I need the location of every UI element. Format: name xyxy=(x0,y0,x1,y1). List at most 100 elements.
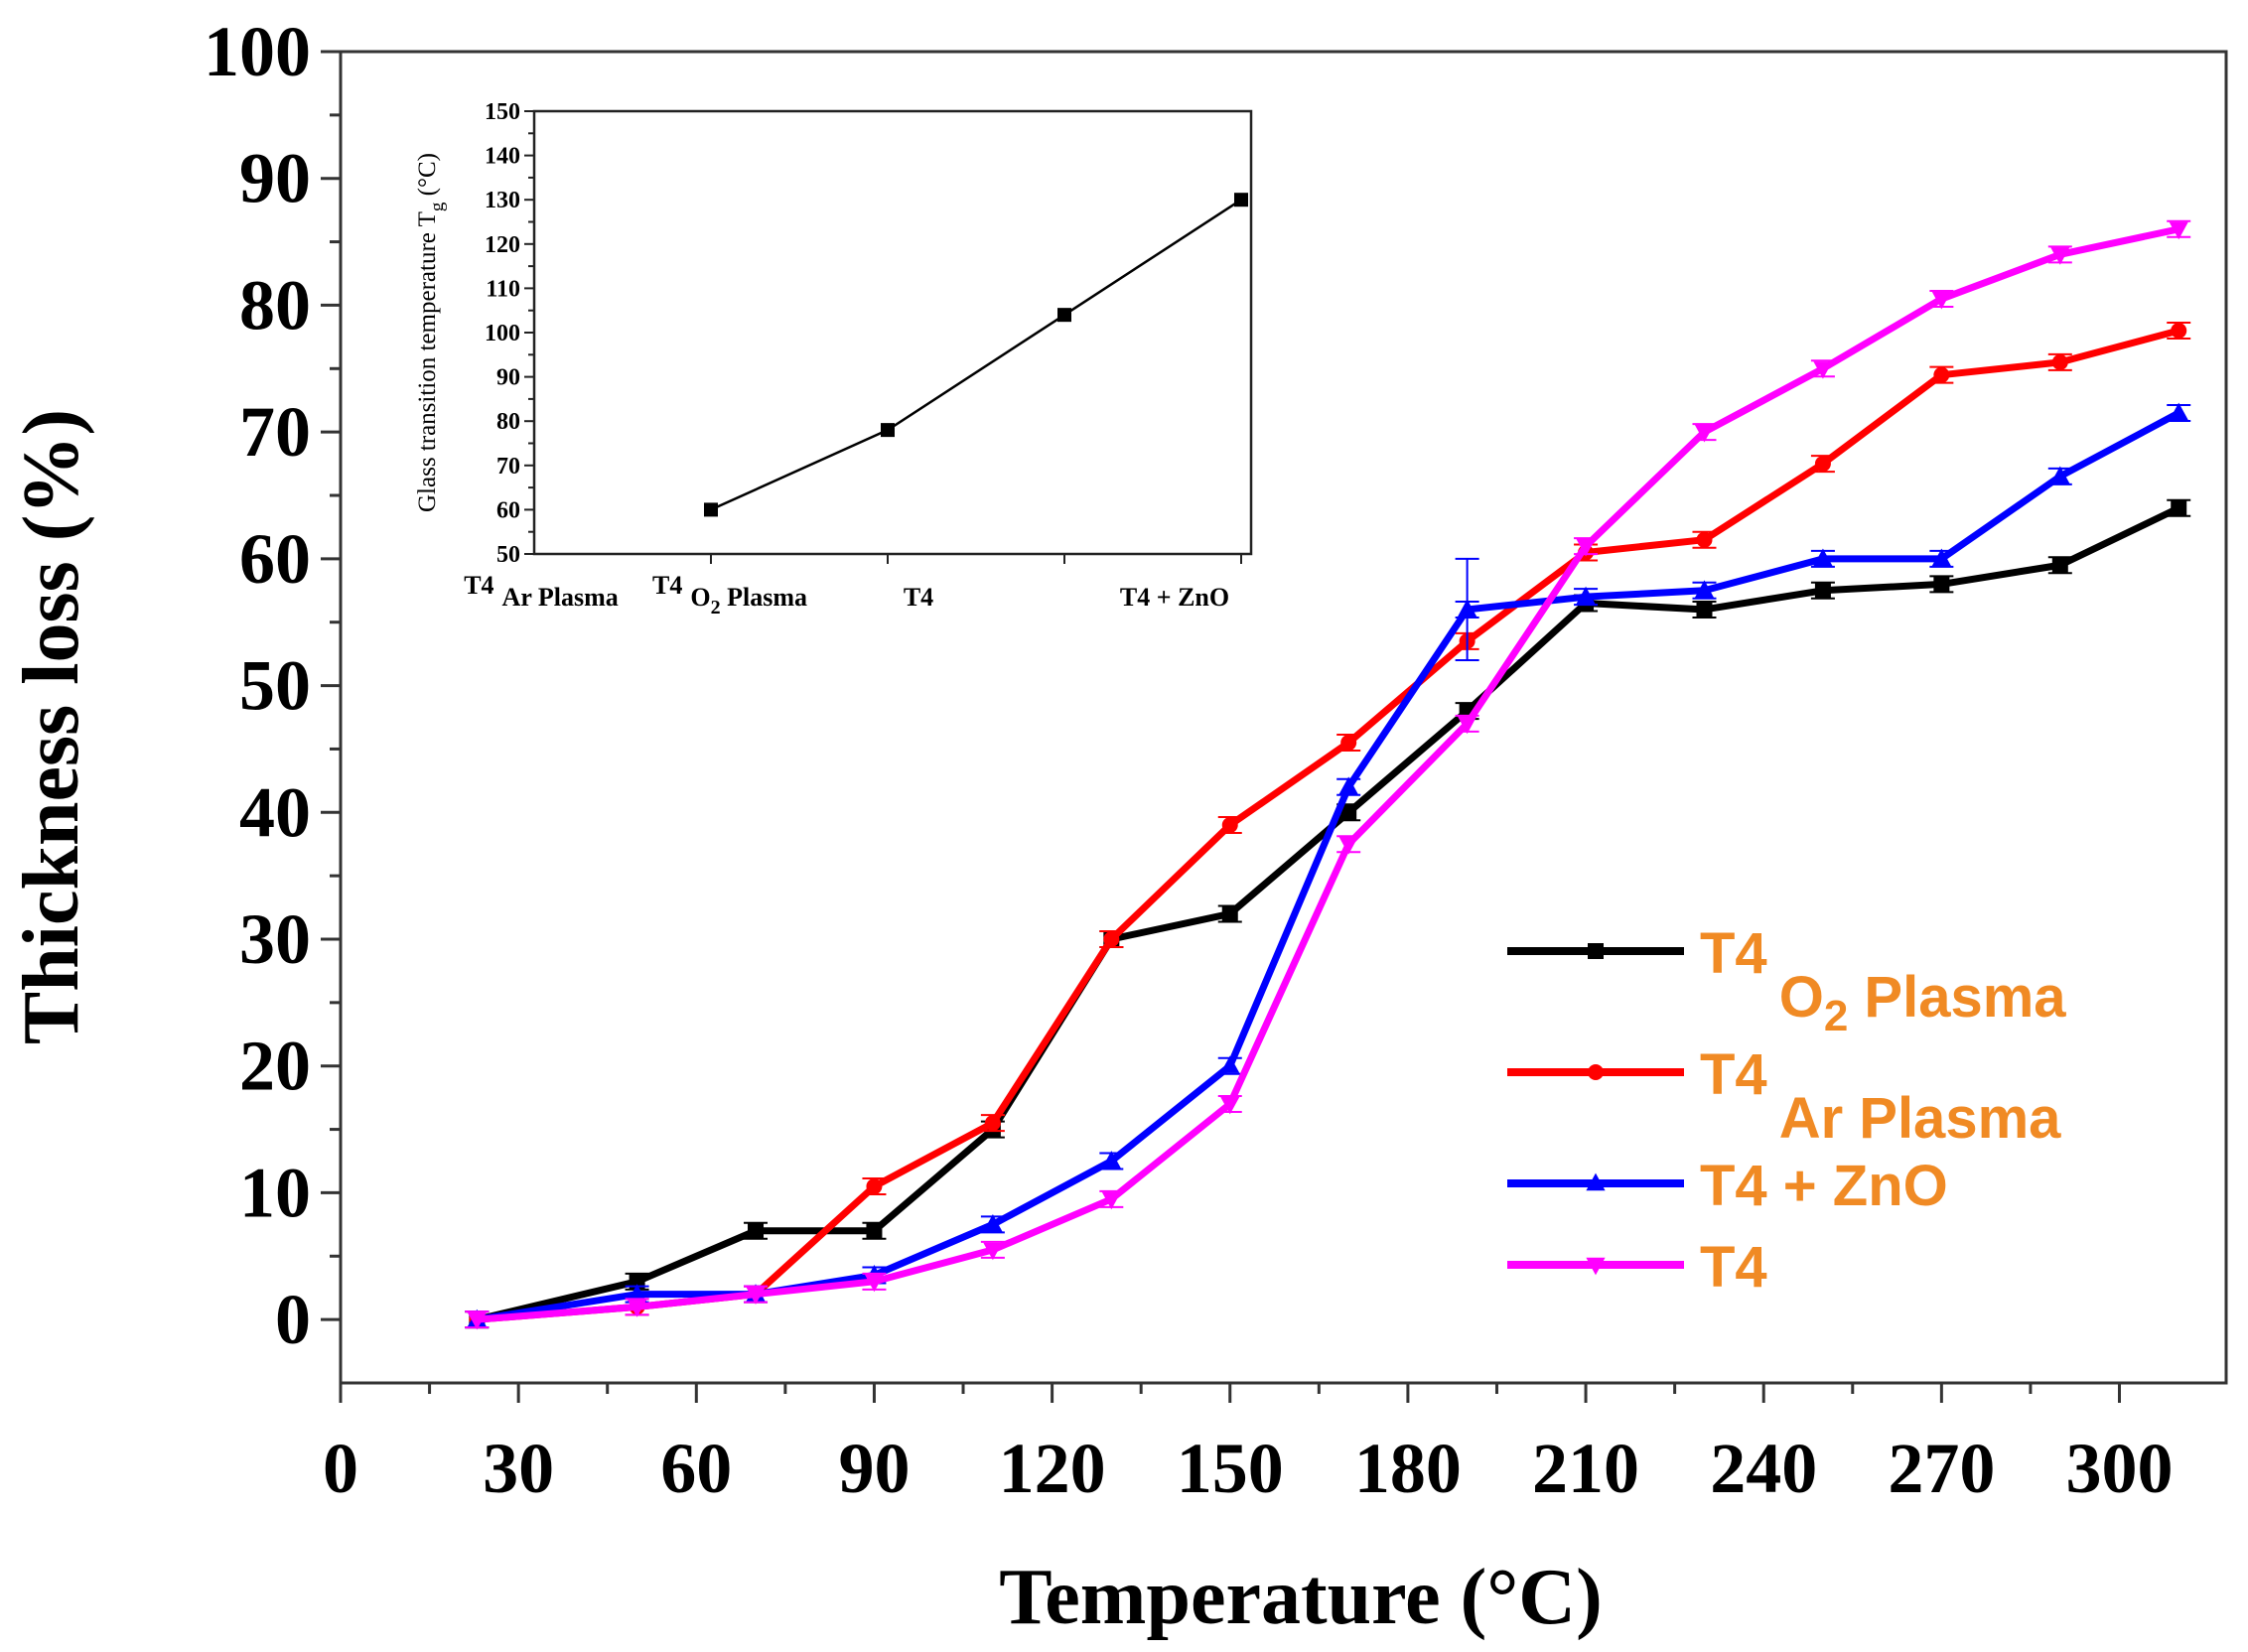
inset-x-tick-label: T4 Ar Plasma xyxy=(464,571,619,612)
inset-x-label-main: T4 xyxy=(904,583,933,612)
data-point xyxy=(1814,456,1831,473)
inset-y-tick-label: 90 xyxy=(496,365,520,391)
inset-y-tick-label: 150 xyxy=(485,99,520,125)
data-point xyxy=(467,1311,487,1330)
data-point xyxy=(983,1213,1003,1232)
inset-series-line xyxy=(710,199,1242,511)
legend-label: T4Ar Plasma xyxy=(1700,1042,2061,1151)
y-tick-label: 70 xyxy=(239,392,311,472)
error-bar-large xyxy=(1455,557,1479,662)
inset-y-title-tail: (°C) xyxy=(414,153,441,203)
inset-x-label-main: T4 + ZnO xyxy=(1120,583,1229,612)
x-tick-label: 30 xyxy=(483,1429,554,1508)
data-point xyxy=(1338,776,1358,794)
legend-item-2: T4Ar Plasma xyxy=(1507,1042,2061,1151)
data-point xyxy=(983,1242,1003,1261)
data-point xyxy=(1103,931,1120,947)
data-point xyxy=(627,1300,647,1317)
legend-label-main: T4 xyxy=(1700,921,1767,986)
data-point xyxy=(1931,548,1951,567)
inset-x-label-subsub: 2 xyxy=(711,597,721,619)
data-point xyxy=(1220,1055,1240,1073)
inset-x-label-tail: Plasma xyxy=(721,583,807,612)
data-point xyxy=(2169,221,2188,240)
data-point xyxy=(2051,557,2068,574)
legend-label-sub: O xyxy=(1779,965,1824,1030)
inset-data-point xyxy=(881,423,895,438)
inset-y-tick-label: 60 xyxy=(496,497,520,523)
data-point xyxy=(1101,1151,1121,1169)
y-tick-label: 10 xyxy=(239,1153,311,1232)
inset-y-title-sub: g xyxy=(427,202,448,211)
plot-frame xyxy=(339,50,2228,1385)
data-point xyxy=(866,1222,883,1239)
x-tick-label: 180 xyxy=(1354,1429,1462,1508)
data-point xyxy=(1933,576,1950,593)
data-point xyxy=(866,1178,883,1195)
data-point xyxy=(984,1115,1001,1132)
inset-y-tick-label: 70 xyxy=(496,454,520,480)
data-point xyxy=(1340,735,1357,752)
data-point xyxy=(1576,538,1596,557)
inset-data-point xyxy=(704,502,718,517)
data-point xyxy=(1696,601,1713,618)
y-tick-label: 40 xyxy=(239,772,311,852)
inset-y-title-main: Glass transition temperature T xyxy=(414,211,441,512)
main-plot: 0 30 60 90 120 150 180 210 240 270 300010203040506… xyxy=(204,12,2228,1508)
data-point xyxy=(1576,586,1596,605)
series-2 xyxy=(465,321,2191,1329)
data-point xyxy=(1696,531,1713,548)
inset-y-tick-label: 100 xyxy=(485,321,520,346)
data-point xyxy=(1813,361,1833,379)
data-point xyxy=(1220,1096,1240,1115)
legend-label: T4 xyxy=(1700,1235,1767,1300)
legend-marker xyxy=(1588,1064,1604,1080)
legend-marker xyxy=(1586,1172,1606,1191)
data-point xyxy=(864,1274,885,1293)
legend-label: T4O2 Plasma xyxy=(1700,921,2066,1040)
legend-label-tail: Plasma xyxy=(1848,965,2066,1030)
data-point xyxy=(1931,291,1951,310)
inset-x-label-main: T4 xyxy=(464,571,493,600)
x-axis-title: Temperature (°C) xyxy=(999,1554,1602,1641)
inset-x-tick-label: T4 + ZnO xyxy=(1120,583,1229,612)
legend-label: T4 + ZnO xyxy=(1700,1154,1948,1218)
inset-data-point xyxy=(1234,193,1248,207)
data-point xyxy=(748,1222,765,1239)
x-tick-label: 270 xyxy=(1888,1429,1995,1508)
inset-y-axis-title: Glass transition temperature Tg (°C) xyxy=(414,153,448,512)
x-tick-label: 300 xyxy=(2066,1429,2174,1508)
inset-x-label-sub: O xyxy=(690,583,710,612)
inset-y-tick-label: 80 xyxy=(496,409,520,435)
inset-y-tick-label: 120 xyxy=(485,232,520,258)
data-point xyxy=(1221,905,1238,922)
y-tick-label: 90 xyxy=(239,139,311,218)
y-axis-title: Thickness loss (%) xyxy=(8,409,95,1044)
y-tick-label: 0 xyxy=(275,1280,311,1359)
series-4 xyxy=(465,219,2191,1330)
y-tick-label: 30 xyxy=(239,899,311,979)
legend-item-3: T4 + ZnO xyxy=(1507,1154,1948,1218)
legend-label-main: T4 xyxy=(1700,1042,1767,1107)
inset-x-tick-label: T4 O2 Plasma xyxy=(652,571,807,619)
y-tick-label: 50 xyxy=(239,646,311,726)
legend-label-main: T4 + ZnO xyxy=(1700,1154,1948,1218)
series-1 xyxy=(465,498,2191,1329)
legend-marker xyxy=(1586,1257,1606,1276)
data-point xyxy=(1101,1191,1121,1210)
data-point xyxy=(1694,580,1715,598)
inset-y-tick-label: 140 xyxy=(485,144,520,170)
x-tick-label: 210 xyxy=(1532,1429,1639,1508)
legend-label-subsub: 2 xyxy=(1824,992,1848,1040)
data-point xyxy=(2169,402,2188,421)
inset-frame xyxy=(532,109,1253,556)
inset-y-tick-label: 110 xyxy=(486,276,520,302)
x-tick-label: 90 xyxy=(838,1429,910,1508)
y-tick-label: 20 xyxy=(239,1027,311,1106)
data-point xyxy=(1221,817,1238,834)
legend-item-1: T4O2 Plasma xyxy=(1507,921,2066,1040)
inset-x-tick-label: T4 xyxy=(904,583,933,612)
inset-y-tick-label: 50 xyxy=(496,542,520,568)
inset-chart: 50 60 70 80 90 100 110 120 130 140 150 Glass transi… xyxy=(414,99,1253,619)
